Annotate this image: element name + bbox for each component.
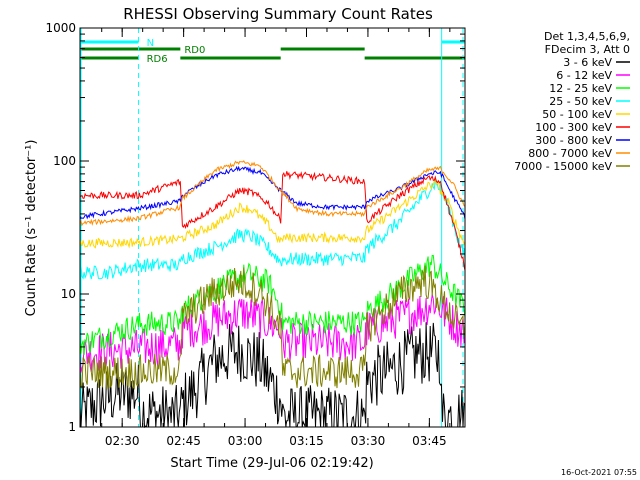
y-axis-label: Count Rate (s⁻¹ detector⁻¹) — [24, 140, 39, 317]
legend-label: 6 - 12 keV — [556, 69, 612, 82]
x-tick-label: 02:45 — [166, 434, 201, 448]
series-line-1 — [79, 322, 466, 429]
y-tick-label: 1000 — [45, 21, 76, 35]
series-lines — [79, 160, 466, 429]
series-line-8 — [79, 160, 466, 227]
x-tick-label: 03:30 — [351, 434, 386, 448]
series-line-9 — [79, 265, 466, 391]
y-tick-label: 100 — [53, 154, 76, 168]
x-axis: 02:30 02:45 03:00 03:15 03:30 03:45 — [101, 28, 451, 448]
footer-timestamp: 16-Oct-2021 07:55 — [561, 468, 637, 477]
legend-label: 300 - 800 keV — [535, 134, 612, 147]
x-tick-label: 03:45 — [412, 434, 447, 448]
legend-label: 12 - 25 keV — [549, 82, 612, 95]
x-tick-label: 03:00 — [228, 434, 263, 448]
flag-label-n: N — [147, 38, 154, 49]
legend-label: 25 - 50 keV — [549, 95, 612, 108]
flag-label-rd6: RD6 — [147, 54, 168, 65]
legend-label: 50 - 100 keV — [542, 108, 612, 121]
x-tick-label: 03:15 — [289, 434, 324, 448]
y-tick-label: 1 — [68, 420, 76, 434]
legend-label: 3 - 6 keV — [563, 56, 612, 69]
legend: Det 1,3,4,5,6,9,FDecim 3, Att 03 - 6 keV… — [514, 30, 630, 173]
plot-frame — [79, 27, 466, 428]
series-line-4 — [79, 178, 466, 280]
legend-header: FDecim 3, Att 0 — [545, 43, 630, 56]
flag-bars: N RD0 RD6 — [80, 38, 465, 65]
y-axis: 1 10 100 1000 — [45, 21, 465, 434]
flag-label-rd0: RD0 — [184, 45, 205, 56]
chart-title: RHESSI Observing Summary Count Rates — [123, 5, 433, 23]
legend-label: 800 - 7000 keV — [528, 147, 612, 160]
reference-lines — [80, 28, 464, 427]
series-line-5 — [79, 179, 466, 249]
y-tick-label: 10 — [61, 287, 76, 301]
x-tick-label: 02:30 — [105, 434, 140, 448]
series-line-3 — [79, 255, 466, 355]
x-axis-label: Start Time (29-Jul-06 02:19:42) — [170, 456, 373, 471]
series-line-6 — [79, 171, 466, 271]
legend-label: 100 - 300 keV — [535, 121, 612, 134]
legend-label: 7000 - 15000 keV — [514, 160, 612, 173]
legend-header: Det 1,3,4,5,6,9, — [544, 30, 630, 43]
